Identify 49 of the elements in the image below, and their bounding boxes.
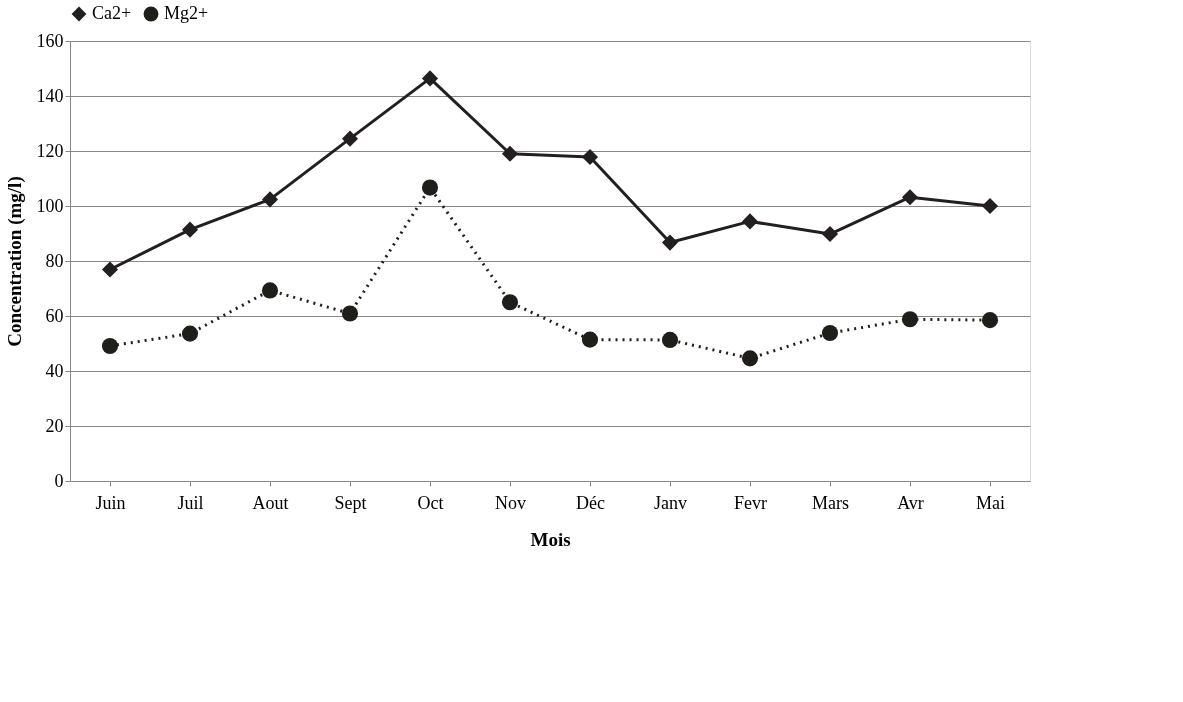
x-tick-label: Aout [252,492,289,513]
x-tick-label: Nov [495,492,526,513]
point [821,225,839,243]
point [101,261,119,278]
x-tick-label: Fevr [734,492,767,513]
x-tick-label: Sept [334,492,367,513]
x-tick-label: Déc [576,492,605,513]
point [661,331,679,348]
point [181,325,199,342]
point [981,197,999,215]
point [341,305,359,322]
point [901,311,919,328]
y-tick-label: 0 [54,470,64,491]
y-tick-label: 160 [36,30,64,51]
point [261,191,279,208]
x-tick-label: Avr [897,492,924,513]
point [421,179,439,196]
y-tick-label: 40 [45,360,64,381]
point [421,70,439,87]
point [341,130,359,147]
y-tick-label: 120 [36,140,64,161]
point [501,294,519,311]
y-tick-label: 20 [45,415,64,436]
point [741,350,759,367]
point [901,189,919,206]
x-tick-label: Janv [654,492,687,513]
x-tick-label: Oct [417,492,444,513]
point [261,282,279,299]
x-tick-label: Juil [177,492,204,513]
x-tick-label: Juin [95,492,126,513]
x-tick-label: Mars [812,492,849,513]
point [501,145,519,162]
point [981,312,999,329]
y-axis-title: Concentration (mg/l) [3,176,26,347]
point [821,325,839,342]
point [181,221,199,238]
legend-label: Ca2+ [92,3,132,23]
point [101,337,119,355]
point [741,213,759,230]
y-tick-label: 100 [36,195,64,216]
point [581,331,599,348]
x-axis-title: Mois [530,528,571,550]
y-tick-label: 140 [36,85,64,106]
x-tick-label: Mai [976,492,1005,513]
point [661,234,679,251]
legend-label: Mg2+ [164,3,209,23]
point [581,148,599,166]
y-tick-label: 80 [45,250,64,271]
y-tick-label: 60 [45,305,64,326]
